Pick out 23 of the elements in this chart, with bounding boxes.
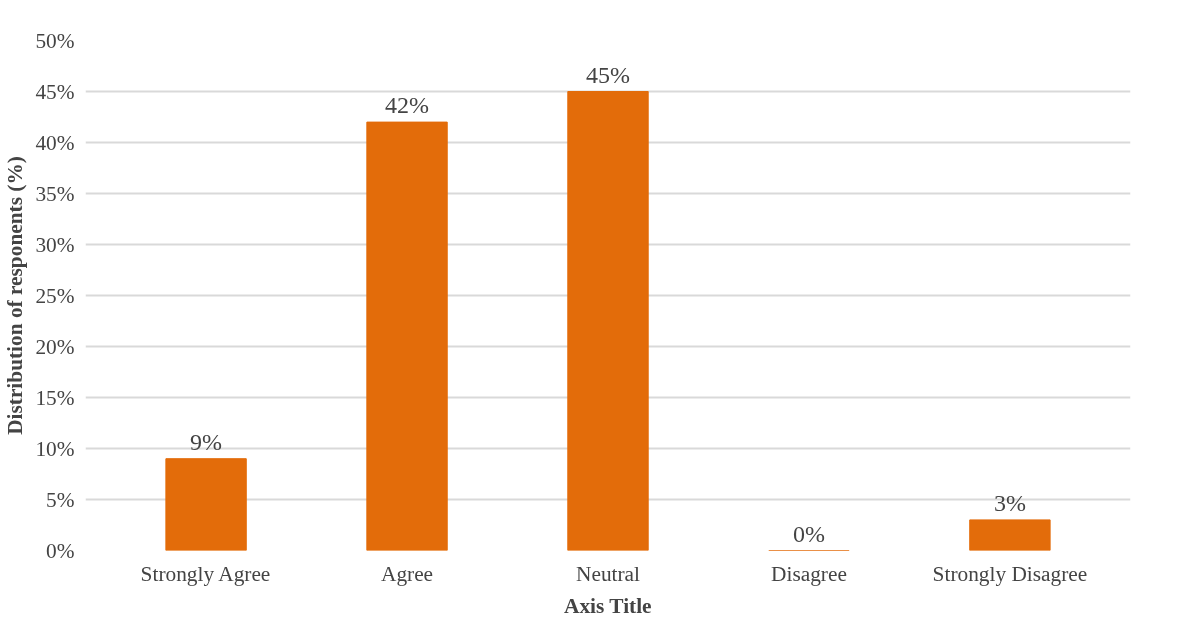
y-tick-label: 10% — [35, 436, 75, 461]
y-tick-label: 20% — [35, 334, 75, 359]
y-axis-title: Distribution of responents (%) — [3, 156, 28, 435]
y-tick-label: 40% — [35, 130, 75, 155]
x-tick-label: Disagree — [771, 561, 847, 586]
y-tick-label: 15% — [35, 385, 75, 410]
x-tick-label: Agree — [380, 561, 434, 586]
y-tick-label: 30% — [35, 232, 75, 257]
x-tick-label: Neutral — [576, 561, 641, 586]
y-tick-label: 45% — [35, 79, 75, 104]
data-label: 42% — [385, 92, 430, 119]
data-label: 45% — [586, 61, 630, 88]
y-tick-label: 25% — [35, 283, 75, 308]
data-label: 9% — [190, 428, 223, 455]
x-tick-label: Strongly Agree — [140, 561, 271, 586]
y-tick-label: 0% — [46, 538, 75, 563]
x-tick-label: Strongly Disagree — [932, 561, 1088, 586]
data-label: 0% — [792, 520, 825, 547]
data-label: 3% — [993, 489, 1026, 516]
y-tick-label: 50% — [35, 28, 75, 53]
y-tick-label: 5% — [46, 487, 75, 512]
y-tick-label: 35% — [35, 181, 75, 206]
x-axis-title: Axis Title — [564, 593, 652, 618]
